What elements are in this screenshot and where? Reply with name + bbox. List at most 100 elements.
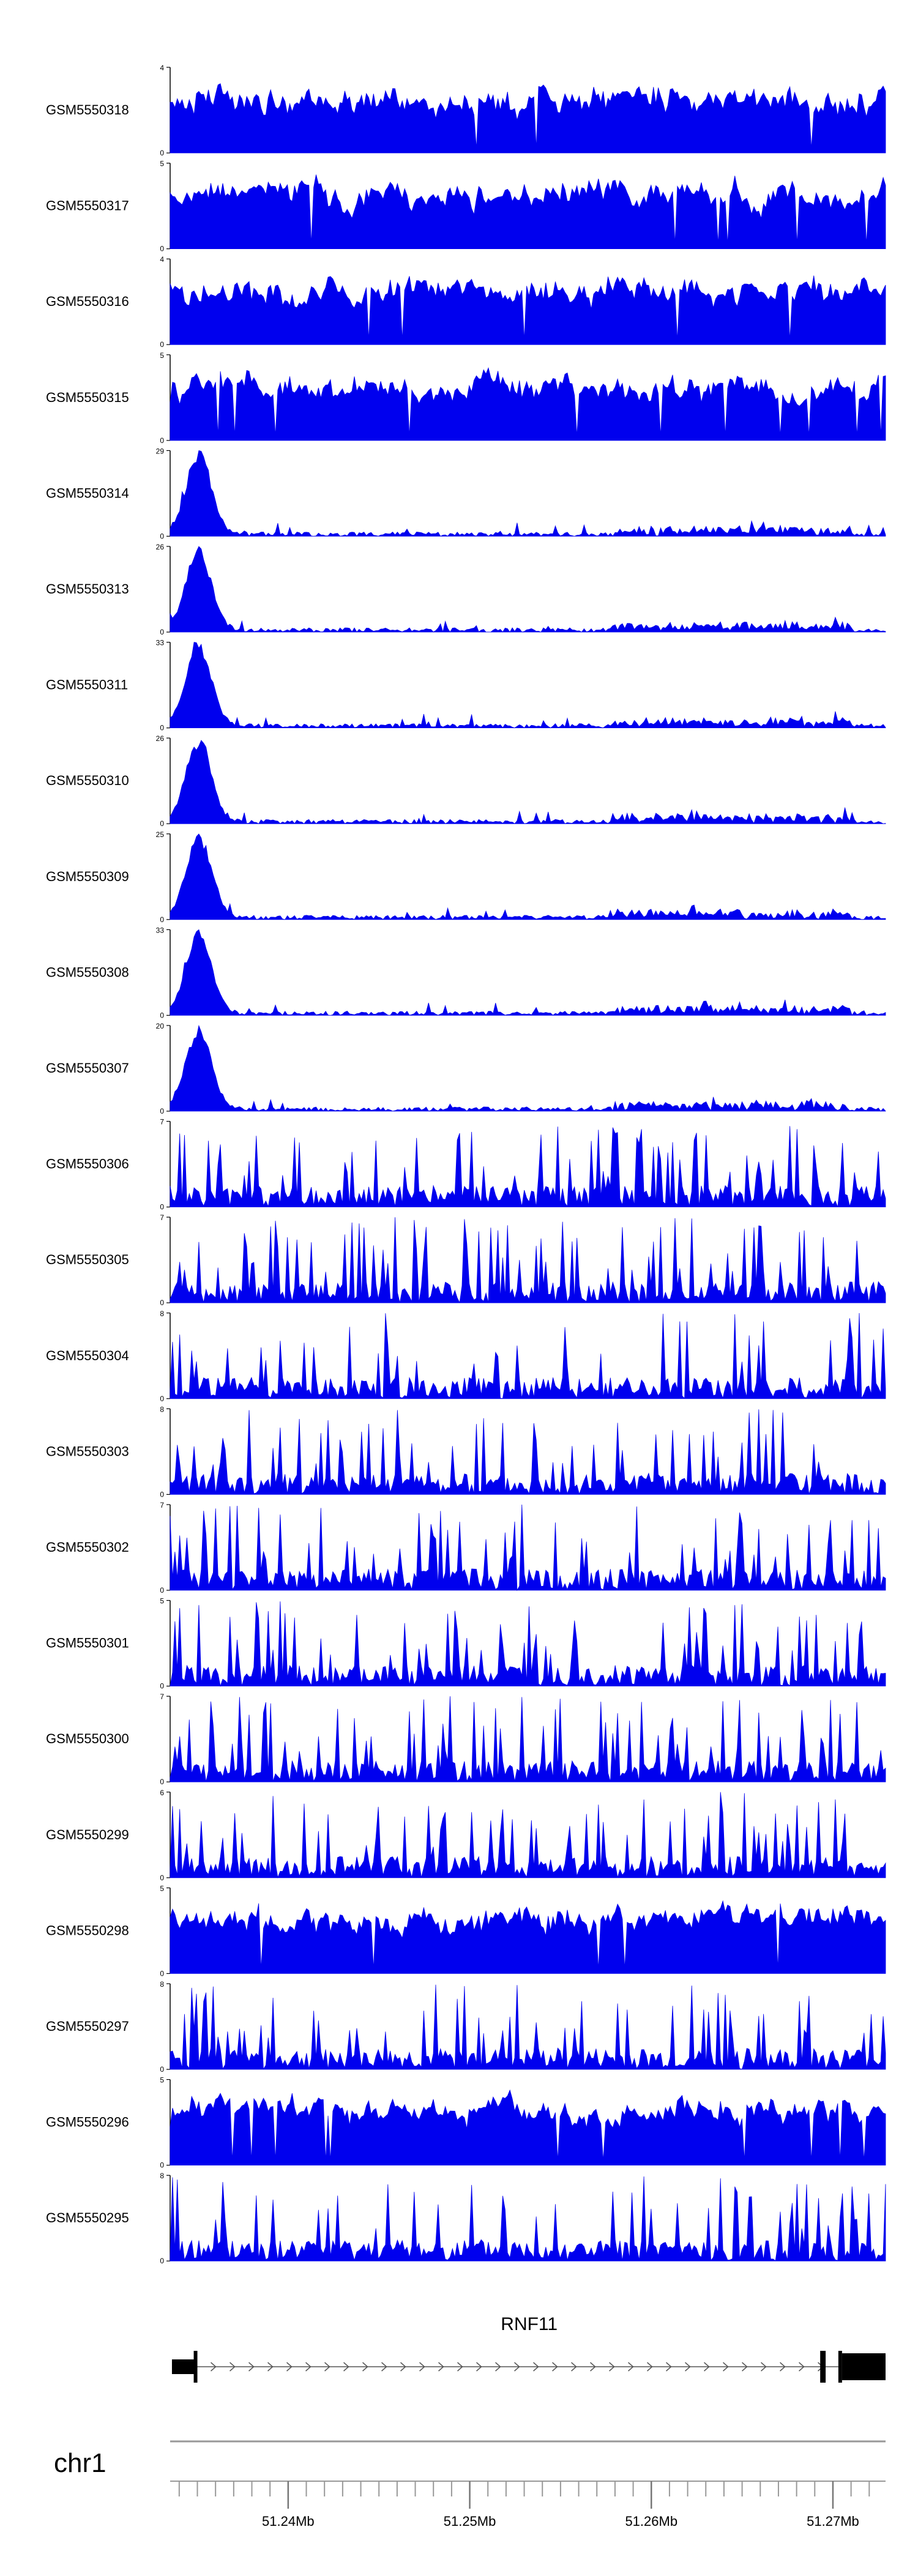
track-label: GSM5550308 <box>46 964 129 980</box>
track-label: GSM5550295 <box>46 2210 129 2225</box>
track-label: GSM5550310 <box>46 773 129 788</box>
y-tick-label-min: 0 <box>160 915 164 924</box>
track-label: GSM5550300 <box>46 1731 129 1746</box>
y-tick-label-max: 33 <box>156 639 165 647</box>
y-tick-label-max: 8 <box>160 1309 164 1318</box>
y-tick-label-max: 25 <box>156 830 165 839</box>
track-label: GSM5550304 <box>46 1348 129 1363</box>
axis-tick-label: 51.27Mb <box>807 2514 859 2529</box>
coverage-area <box>170 1313 886 1399</box>
track-label: GSM5550305 <box>46 1252 129 1267</box>
strand-arrow <box>666 2362 672 2372</box>
track-GSM5550313: GSM5550313 26 0 <box>46 543 886 636</box>
track-label: GSM5550301 <box>46 1636 129 1651</box>
axis-tick-label: 51.25Mb <box>444 2514 496 2529</box>
track-label: GSM5550318 <box>46 102 129 117</box>
strand-arrow <box>419 2362 425 2372</box>
track-label: GSM5550296 <box>46 2115 129 2130</box>
y-tick-label-max: 8 <box>160 1405 164 1413</box>
coverage-area <box>170 450 886 537</box>
strand-arrow <box>685 2362 691 2372</box>
y-tick-label-max: 26 <box>156 734 165 743</box>
strand-arrow <box>742 2362 748 2372</box>
y-tick-label-min: 0 <box>160 245 164 253</box>
strand-arrow <box>723 2362 729 2372</box>
strand-arrow <box>552 2362 558 2372</box>
strand-arrow <box>381 2362 387 2372</box>
strand-arrow <box>590 2362 596 2372</box>
strand-arrow <box>704 2362 710 2372</box>
track-GSM5550309: GSM5550309 25 0 <box>46 830 886 924</box>
track-GSM5550304: GSM5550304 8 0 <box>46 1309 886 1403</box>
track-GSM5550300: GSM5550300 7 0 <box>46 1692 886 1786</box>
y-tick-label-max: 5 <box>160 160 164 168</box>
strand-arrow <box>495 2362 501 2372</box>
gene-exon <box>838 2351 842 2383</box>
gene-model: RNF11 <box>171 2314 886 2383</box>
coverage-area <box>170 929 886 1016</box>
track-GSM5550306: GSM5550306 7 0 <box>46 1118 886 1212</box>
track-GSM5550314: GSM5550314 29 0 <box>46 447 886 540</box>
strand-arrow <box>628 2362 634 2372</box>
y-tick-label-max: 7 <box>160 1501 164 1509</box>
track-label: GSM5550316 <box>46 294 129 309</box>
strand-arrow <box>799 2362 805 2372</box>
gene-exon <box>842 2353 886 2380</box>
y-tick-label-max: 7 <box>160 1118 164 1126</box>
y-tick-label-max: 33 <box>156 926 165 934</box>
track-GSM5550299: GSM5550299 6 0 <box>46 1789 886 1882</box>
track-label: GSM5550311 <box>46 677 128 693</box>
y-tick-label-min: 0 <box>160 340 164 349</box>
y-tick-label-min: 0 <box>160 1394 164 1403</box>
coverage-area <box>170 1792 886 1878</box>
coverage-area <box>170 740 886 825</box>
track-GSM5550308: GSM5550308 33 0 <box>46 926 886 1019</box>
strand-arrow <box>286 2362 293 2372</box>
coverage-area <box>170 1126 886 1207</box>
coverage-area <box>170 83 886 154</box>
track-label: GSM5550309 <box>46 869 129 884</box>
strand-arrow <box>248 2362 255 2372</box>
strand-arrow <box>609 2362 615 2372</box>
y-tick-label-min: 0 <box>160 628 164 636</box>
y-tick-label-max: 8 <box>160 2172 164 2180</box>
strand-arrow <box>267 2362 274 2372</box>
y-tick-label-min: 0 <box>160 532 164 540</box>
y-tick-label-min: 0 <box>160 1586 164 1595</box>
y-tick-label-max: 20 <box>156 1022 165 1030</box>
strand-arrow <box>761 2362 767 2372</box>
y-tick-label-max: 8 <box>160 1980 164 1989</box>
genome-axis: chr1 51.24Mb 51.25Mb 51.26Mb 51.27Mb <box>54 2440 886 2529</box>
track-GSM5550303: GSM5550303 8 0 <box>46 1405 886 1498</box>
axis-tick-label: 51.26Mb <box>625 2514 677 2529</box>
y-tick-label-min: 0 <box>160 1969 164 1978</box>
y-tick-label-max: 4 <box>160 64 164 72</box>
y-tick-label-min: 0 <box>160 1203 164 1212</box>
y-tick-label-max: 7 <box>160 1692 164 1701</box>
y-tick-label-max: 6 <box>160 1789 164 1797</box>
track-label: GSM5550315 <box>46 390 129 405</box>
coverage-area <box>170 275 886 345</box>
track-GSM5550301: GSM5550301 5 0 <box>46 1597 886 1691</box>
axis-tick-label: 51.24Mb <box>262 2514 315 2529</box>
track-label: GSM5550297 <box>46 2019 129 2034</box>
y-tick-label-max: 7 <box>160 1213 164 1222</box>
strand-arrow <box>438 2362 444 2372</box>
strand-arrow <box>305 2362 312 2372</box>
strand-arrow <box>571 2362 577 2372</box>
y-tick-label-min: 0 <box>160 1298 164 1307</box>
track-label: GSM5550307 <box>46 1060 129 1076</box>
coverage-area <box>170 2176 886 2261</box>
track-label: GSM5550299 <box>46 1827 129 1842</box>
y-tick-label-min: 0 <box>160 724 164 732</box>
gene-exon <box>193 2351 198 2383</box>
track-GSM5550318: GSM5550318 4 0 <box>46 64 886 157</box>
gene-exon <box>820 2351 826 2383</box>
track-GSM5550311: GSM5550311 33 0 <box>46 639 886 732</box>
coverage-area <box>170 642 886 729</box>
y-tick-label-min: 0 <box>160 1874 164 1882</box>
track-GSM5550298: GSM5550298 5 0 <box>46 1884 886 1978</box>
strand-arrow <box>324 2362 330 2372</box>
strand-arrow <box>211 2362 217 2372</box>
y-tick-label-max: 5 <box>160 1884 164 1893</box>
